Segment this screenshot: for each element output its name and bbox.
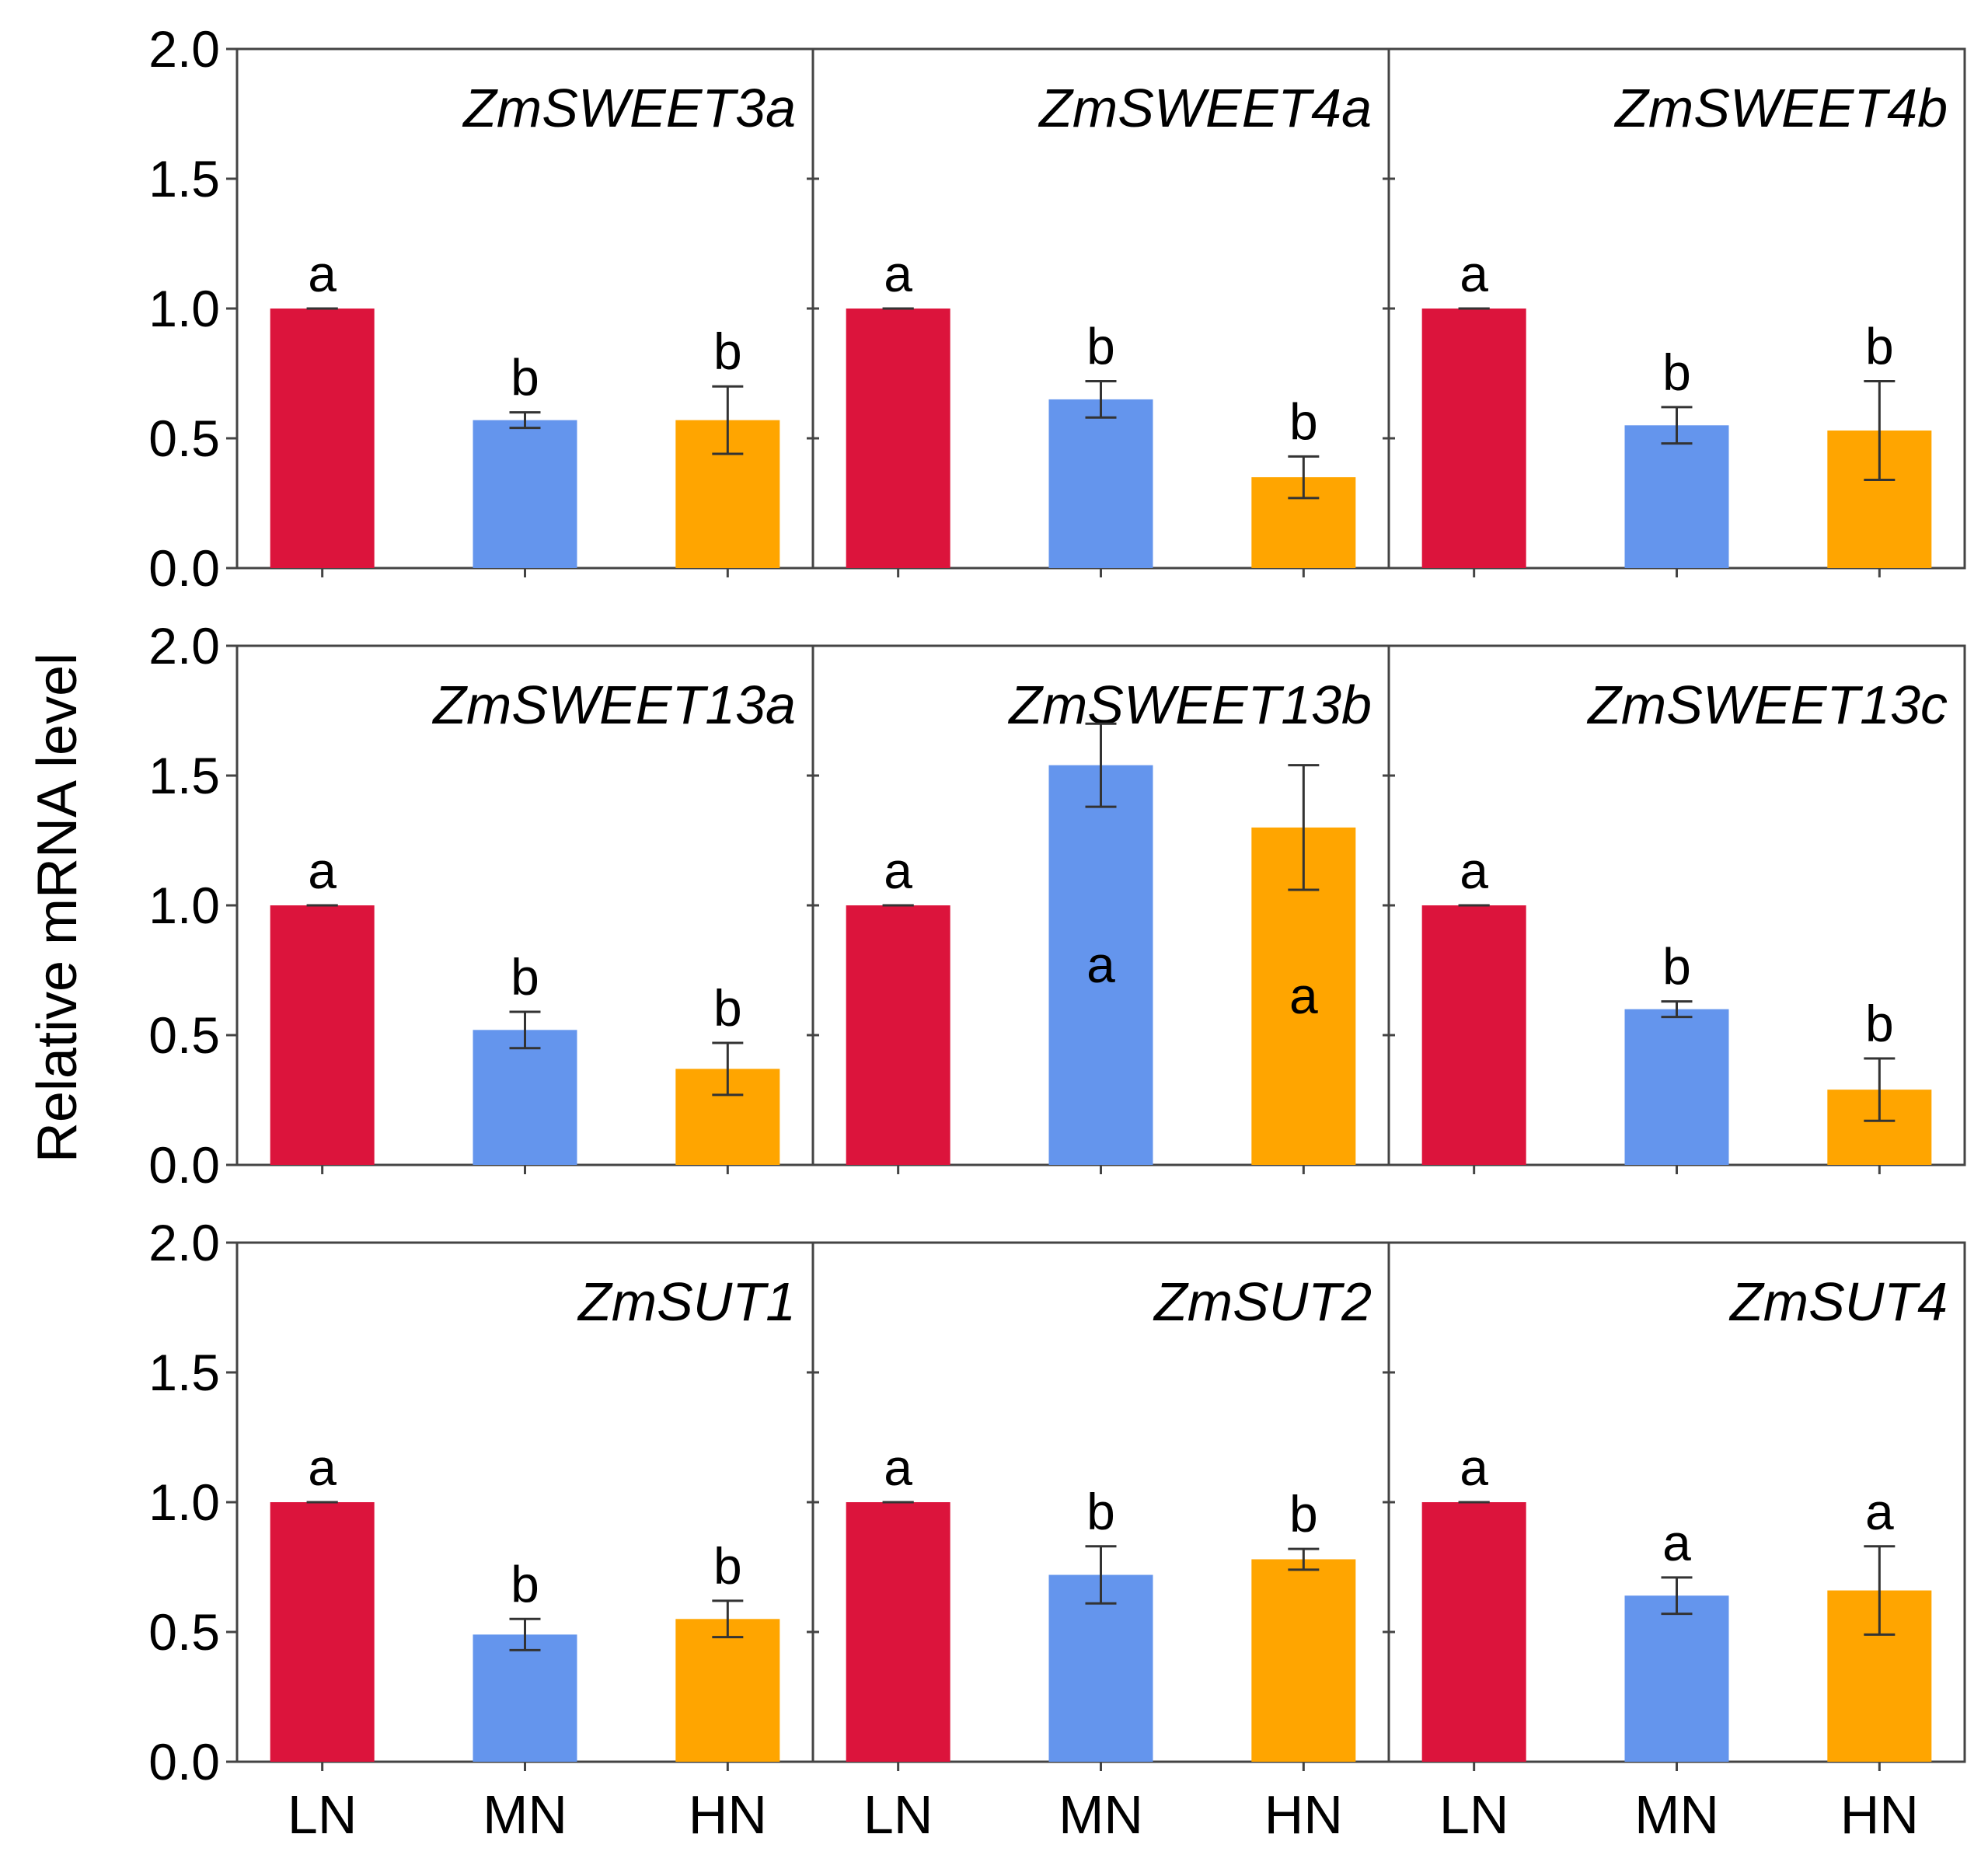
bar-MN [473,1030,577,1165]
bar-MN [1624,425,1729,568]
y-tick-label: 1.0 [148,877,220,934]
bar-HN [1251,1559,1356,1762]
significance-letter: b [1086,318,1115,375]
x-category-label: HN [1264,1784,1343,1845]
bar-LN [846,905,950,1165]
bar-MN [1624,1009,1729,1165]
x-category-label: MN [1059,1784,1143,1845]
panel-ZmSWEET13c: ZmSWEET13c a b b [1383,644,1966,1174]
significance-letter: a [308,842,337,899]
significance-letter: a [1865,1483,1894,1540]
significance-letter: b [1865,995,1894,1052]
y-tick-label: 2.0 [148,1214,220,1271]
x-category-label: LN [863,1784,933,1845]
gene-label: ZmSWEET4b [1613,78,1948,138]
gene-label: ZmSWEET13c [1586,675,1948,735]
bar-LN [270,309,375,568]
panel-ZmSWEET4b: ZmSWEET4b a b b [1383,47,1966,577]
significance-letter: b [1662,343,1691,401]
gene-label: ZmSUT1 [577,1271,796,1332]
significance-letter: a [884,1438,912,1496]
bar-MN [1624,1595,1729,1762]
bar-HN [675,1619,780,1762]
significance-letter: b [713,979,742,1037]
significance-letter: a [1460,1438,1488,1496]
significance-letter: a [1086,936,1115,993]
y-tick-label: 1.5 [148,150,220,207]
bar-LN [1421,1502,1526,1762]
gene-label: ZmSWEET13b [1007,675,1372,735]
significance-letter: a [1662,1514,1691,1571]
bar-LN [270,905,375,1165]
significance-letter: a [884,842,912,899]
gene-label: ZmSWEET4a [1038,78,1372,138]
y-tick-label: 1.5 [148,747,220,804]
significance-letter: a [308,1438,337,1496]
x-category-label: MN [1634,1784,1719,1845]
gene-label: ZmSWEET13a [431,675,796,735]
significance-letter: b [511,948,539,1006]
significance-letter: b [1865,318,1894,375]
y-tick-label: 0.0 [148,1733,220,1790]
panel-ZmSUT4: ZmSUT4 a LN a MN a HN [1383,1241,1966,1845]
x-category-label: MN [483,1784,567,1845]
bar-LN [1421,309,1526,568]
y-tick-label: 0.5 [148,1006,220,1064]
significance-letter: b [1289,392,1318,450]
x-category-label: HN [1840,1784,1919,1845]
significance-letter: a [308,245,337,302]
bar-MN [1048,1574,1153,1762]
y-tick-label: 0.0 [148,539,220,597]
significance-letter: b [713,323,742,380]
y-tick-label: 1.0 [148,280,220,337]
bar-MN [1048,399,1153,568]
x-category-label: HN [689,1784,767,1845]
significance-letter: b [1289,1485,1318,1543]
bar-MN [473,1634,577,1762]
y-tick-label: 1.0 [148,1473,220,1531]
gene-label: ZmSUT4 [1728,1271,1948,1332]
bar-LN [1421,905,1526,1165]
bar-LN [846,309,950,568]
bar-LN [270,1502,375,1762]
x-category-label: LN [288,1784,357,1845]
y-tick-label: 1.5 [148,1344,220,1401]
y-tick-label: 2.0 [148,617,220,675]
panel-ZmSUT1: 0.0 0.5 1.0 1.5 2.0 ZmSUT1 a LN b MN b HN [148,1214,814,1845]
panel-ZmSWEET13b: ZmSWEET13b a a a [807,644,1390,1174]
y-tick-label: 0.0 [148,1136,220,1194]
y-axis-label: Relative mRNA level [26,653,89,1163]
gene-label: ZmSWEET3a [462,78,796,138]
significance-letter: b [511,1555,539,1613]
y-tick-label: 0.5 [148,1603,220,1661]
significance-letter: a [1460,245,1488,302]
gene-label: ZmSUT2 [1153,1271,1372,1332]
significance-letter: a [1460,842,1488,899]
panel-ZmSUT2: ZmSUT2 a LN b MN b HN [807,1241,1390,1845]
panel-ZmSWEET13a: 0.0 0.5 1.0 1.5 2.0 ZmSWEET13a a b b [148,617,814,1194]
y-tick-label: 0.5 [148,410,220,467]
significance-letter: a [1289,967,1318,1024]
significance-letter: b [511,349,539,406]
x-category-label: LN [1439,1784,1508,1845]
significance-letter: b [1662,938,1691,995]
bar-LN [846,1502,950,1762]
bar-MN [1048,765,1153,1165]
panel-ZmSWEET3a: 0.0 0.5 1.0 1.5 2.0 ZmSWEET3a a b b [148,20,814,597]
y-tick-label: 2.0 [148,20,220,78]
significance-letter: b [1086,1483,1115,1540]
significance-letter: a [884,245,912,302]
significance-letter: b [713,1537,742,1595]
bar-MN [473,420,577,568]
panel-ZmSWEET4a: ZmSWEET4a a b b [807,47,1390,577]
